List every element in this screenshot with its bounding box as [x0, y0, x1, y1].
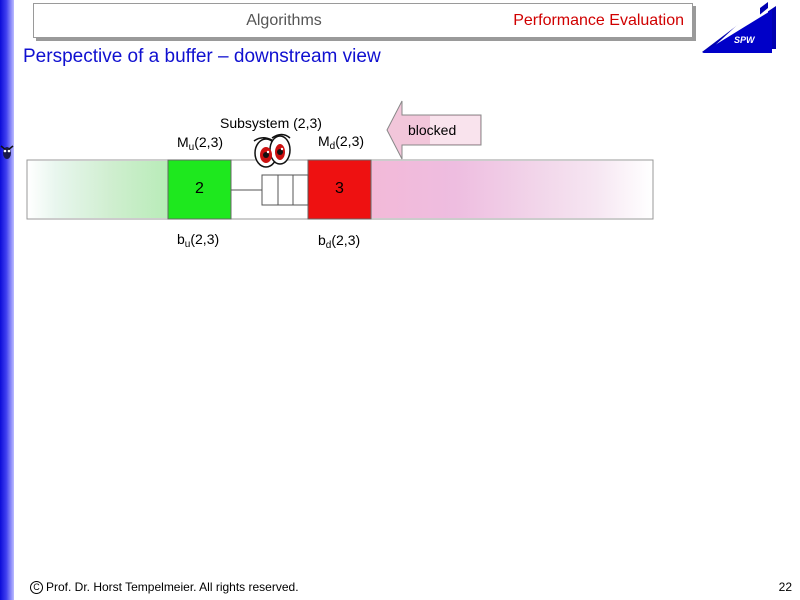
sidebar-bar: [0, 0, 14, 600]
station-downstream-number: 3: [335, 180, 344, 197]
header-right-title: Performance Evaluation: [513, 12, 684, 29]
page-number: 22: [778, 580, 792, 594]
eyes-icon: [253, 133, 291, 168]
fly-icon: [0, 145, 14, 159]
header-bar: Algorithms Performance Evaluation: [33, 3, 693, 38]
header-left-title: Algorithms: [246, 12, 322, 29]
slide-title: Perspective of a buffer – downstream vie…: [23, 46, 381, 67]
station-upstream: [167, 159, 232, 220]
mu-label: Mu(2,3): [177, 134, 224, 153]
buffer-box: [261, 174, 309, 206]
station-upstream-number: 2: [195, 180, 204, 197]
copyright-text: Prof. Dr. Horst Tempelmeier. All rights …: [46, 580, 299, 594]
copyright-icon: C: [30, 581, 43, 594]
blocked-arrow-light: [430, 116, 480, 144]
blocked-label: blocked: [408, 122, 457, 138]
station-downstream: [307, 159, 372, 220]
spw-logo-text: SPW: [734, 35, 755, 45]
md-label: Md(2,3): [318, 133, 365, 152]
upstream-fade: [28, 161, 168, 218]
subsystem-label: Subsystem (2,3): [220, 115, 322, 131]
downstream-fade: [371, 161, 652, 218]
bu-label: bu(2,3): [177, 231, 220, 250]
bd-label: bd(2,3): [318, 232, 361, 251]
footer-copyright: C Prof. Dr. Horst Tempelmeier. All rights…: [30, 580, 299, 594]
spw-logo: [702, 2, 776, 53]
